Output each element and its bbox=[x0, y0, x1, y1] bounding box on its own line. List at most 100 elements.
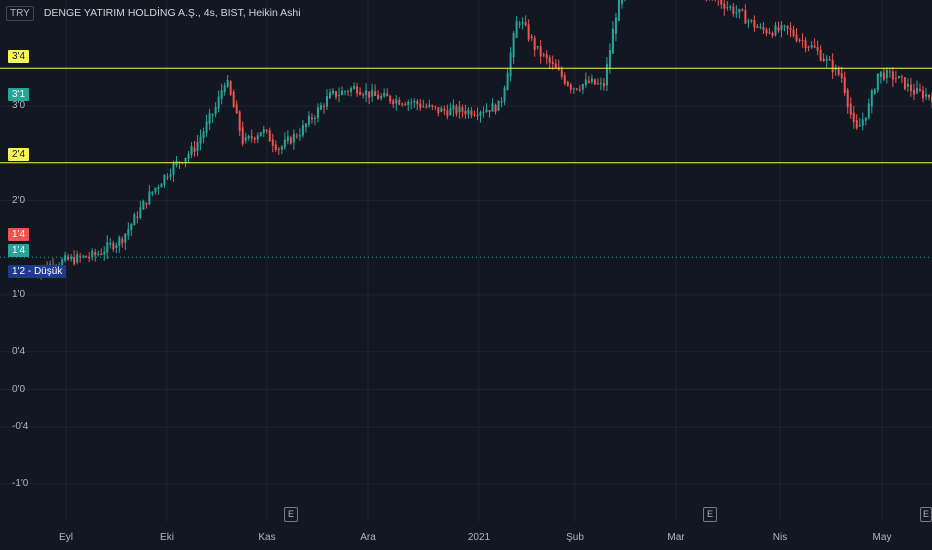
candle-body bbox=[524, 22, 527, 25]
candle-body bbox=[169, 174, 172, 177]
candle-body bbox=[461, 107, 464, 112]
candle-body bbox=[813, 45, 816, 48]
chart-grid bbox=[0, 0, 932, 522]
candle-body bbox=[497, 100, 500, 111]
candle-body bbox=[581, 84, 584, 90]
candle-body bbox=[449, 108, 452, 116]
candle-body bbox=[575, 88, 578, 90]
candle-body bbox=[118, 237, 121, 246]
candle-body bbox=[587, 80, 590, 83]
candle-body bbox=[127, 228, 130, 236]
candle-body bbox=[259, 132, 262, 137]
candle-body bbox=[419, 103, 422, 108]
candle-body bbox=[816, 47, 819, 51]
candle-body bbox=[271, 139, 274, 146]
candle-body bbox=[217, 96, 220, 109]
candle-body bbox=[377, 94, 380, 100]
candle-body bbox=[464, 110, 467, 115]
low-separator: - bbox=[27, 266, 32, 277]
candle-body bbox=[855, 120, 858, 129]
candle-body bbox=[362, 94, 365, 96]
chart-header: TRY DENGE YATIRIM HOLDİNG A.Ş., 4s, BIST… bbox=[0, 0, 301, 26]
earnings-badge-3[interactable]: E bbox=[920, 507, 932, 522]
candle-body bbox=[560, 69, 563, 77]
candle-body bbox=[885, 69, 888, 79]
candle-body bbox=[431, 105, 434, 107]
candle-body bbox=[548, 57, 551, 64]
candle-body bbox=[85, 255, 88, 258]
candle-body bbox=[536, 45, 539, 48]
candle-body bbox=[94, 251, 97, 256]
candle-body bbox=[452, 105, 455, 110]
candle-body bbox=[247, 135, 250, 139]
candle-body bbox=[443, 108, 446, 111]
candle-body bbox=[771, 33, 774, 36]
candle-body bbox=[223, 85, 226, 93]
candle-body bbox=[70, 256, 73, 260]
candle-body bbox=[744, 10, 747, 24]
candle-body bbox=[325, 96, 328, 107]
candle-body bbox=[572, 88, 575, 90]
candle-body bbox=[521, 21, 524, 24]
earnings-badge-2[interactable]: E bbox=[703, 507, 717, 522]
candle-body bbox=[313, 118, 316, 120]
symbol-title[interactable]: DENGE YATIRIM HOLDİNG A.Ş., 4s, BIST, He… bbox=[43, 7, 301, 19]
candle-body bbox=[584, 79, 587, 86]
candle-body bbox=[473, 114, 476, 116]
candle-body bbox=[873, 89, 876, 94]
candle-body bbox=[347, 91, 350, 93]
candle-body bbox=[897, 75, 900, 79]
candle-body bbox=[741, 9, 744, 11]
candle-body bbox=[780, 24, 783, 30]
candle-body bbox=[256, 135, 259, 140]
x-tick-label: May bbox=[872, 532, 892, 543]
candle-body bbox=[187, 153, 190, 159]
candle-body bbox=[599, 82, 602, 84]
candle-body bbox=[491, 103, 494, 112]
candle-body bbox=[882, 72, 885, 80]
candle-body bbox=[100, 253, 103, 255]
candle-body bbox=[307, 115, 310, 125]
candle-body bbox=[395, 99, 398, 104]
candle-body bbox=[605, 63, 608, 86]
x-tick-label: Ara bbox=[360, 532, 376, 543]
candle-body bbox=[774, 25, 777, 36]
candle-body bbox=[578, 89, 581, 91]
candle-body bbox=[166, 176, 169, 178]
candle-body bbox=[106, 242, 109, 253]
candle-body bbox=[747, 20, 750, 22]
candle-body bbox=[434, 106, 437, 108]
currency-badge[interactable]: TRY bbox=[6, 5, 34, 21]
candle-body bbox=[103, 252, 106, 255]
candle-body bbox=[620, 0, 623, 4]
x-tick-label: 2021 bbox=[467, 532, 491, 543]
candle-body bbox=[921, 90, 924, 99]
candle-body bbox=[798, 39, 801, 41]
candle-body bbox=[277, 148, 280, 150]
level-tag-mid: 2'4 bbox=[8, 148, 30, 161]
candle-body bbox=[410, 102, 413, 104]
candle-body bbox=[368, 91, 371, 98]
candle-body bbox=[262, 129, 265, 133]
candle-body bbox=[608, 50, 611, 69]
candle-body bbox=[864, 117, 867, 121]
candle-body bbox=[753, 20, 756, 28]
candle-body bbox=[371, 89, 374, 97]
candle-body bbox=[768, 32, 771, 34]
candle-body bbox=[88, 257, 91, 259]
candle-body bbox=[732, 6, 735, 14]
y-tick-label: 1'0 bbox=[12, 289, 26, 300]
candle-body bbox=[151, 191, 154, 195]
candle-body bbox=[202, 131, 205, 139]
candle-body bbox=[846, 89, 849, 108]
candle-body bbox=[226, 79, 229, 87]
candle-body bbox=[488, 110, 491, 112]
candle-body bbox=[506, 72, 509, 91]
candle-body bbox=[232, 91, 235, 108]
candle-body bbox=[413, 100, 416, 103]
candle-body bbox=[109, 242, 112, 245]
earnings-badge-1[interactable]: E bbox=[284, 507, 298, 522]
candle-body bbox=[593, 79, 596, 85]
